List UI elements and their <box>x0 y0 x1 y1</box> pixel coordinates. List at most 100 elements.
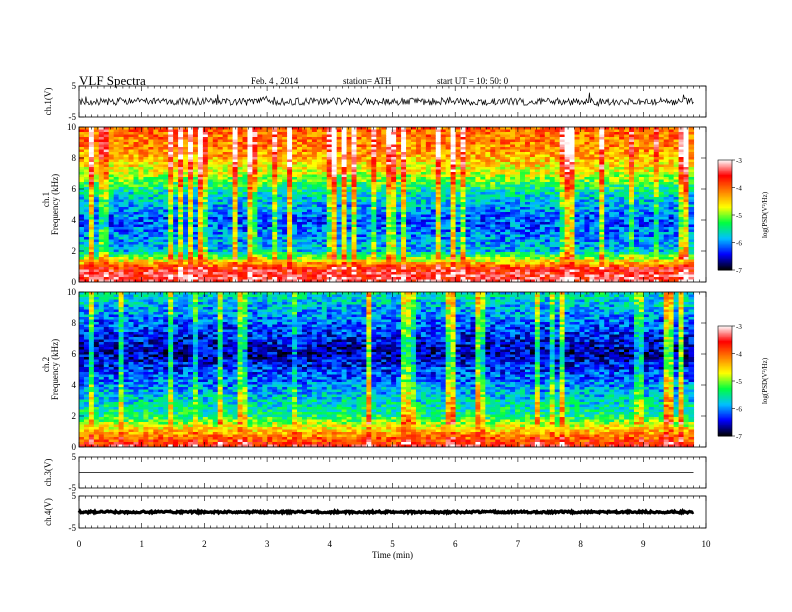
spectrogram-cell <box>277 237 283 241</box>
spectrogram-cell <box>356 169 363 173</box>
spectrogram-cell <box>465 207 472 211</box>
spectrogram-cell <box>163 269 169 273</box>
spectrogram-cell <box>173 242 179 246</box>
spectrogram-cell <box>168 247 174 251</box>
spectrogram-cell <box>356 269 363 273</box>
spectrogram-cell <box>435 167 442 171</box>
spectrogram-cell <box>361 132 368 136</box>
spectrogram-cell <box>83 272 90 276</box>
spectrogram-cell <box>381 187 387 191</box>
spectrogram-cell <box>391 227 397 231</box>
spectrogram-cell <box>301 199 308 203</box>
spectrogram-cell <box>188 134 194 138</box>
spectrogram-cell <box>222 134 229 138</box>
spectrogram-cell <box>133 182 140 186</box>
spectrogram-cell <box>406 184 412 188</box>
spectrogram-cell <box>262 254 268 258</box>
spectrogram-cell <box>470 192 477 196</box>
spectrogram-cell <box>415 167 422 171</box>
spectrogram-cell <box>197 212 204 216</box>
spectrogram-cell <box>351 272 358 276</box>
spectrogram-cell <box>346 227 353 231</box>
spectrogram-cell <box>277 157 283 161</box>
spectrogram-cell <box>217 207 224 211</box>
spectrogram-cell <box>450 182 457 186</box>
spectrogram-cell <box>396 182 402 186</box>
spectrogram-cell <box>386 224 392 228</box>
spectrogram-cell <box>158 234 164 238</box>
spectrogram-cell <box>470 179 477 183</box>
spectrogram-cell <box>311 254 318 258</box>
spectrogram-cell <box>217 239 224 243</box>
spectrogram-cell <box>301 242 308 246</box>
spectrogram-cell <box>470 127 477 131</box>
spectrogram-cell <box>227 239 234 243</box>
spectrogram-cell <box>123 174 130 178</box>
spectrogram-cell <box>83 167 90 171</box>
spectrogram-cell <box>133 187 140 191</box>
spectrogram-cell <box>465 164 472 168</box>
spectrogram-cell <box>346 219 353 223</box>
spectrogram-cell <box>207 244 214 248</box>
spectrogram-cell <box>297 174 303 178</box>
spectrogram-cell <box>148 152 154 156</box>
spectrogram-cell <box>173 237 179 241</box>
spectrogram-cell <box>336 189 343 193</box>
spectrogram-cell <box>376 172 382 176</box>
spectrogram-cell <box>212 257 219 261</box>
spectrogram-cell <box>311 144 318 148</box>
spectrogram-cell <box>292 192 298 196</box>
spectrogram-cell <box>133 157 140 161</box>
spectrogram-cell <box>301 239 308 243</box>
spectrogram-cell <box>401 184 407 188</box>
spectrogram-cell <box>460 279 467 282</box>
spectrogram-cell <box>108 257 115 261</box>
spectrogram-cell <box>331 169 338 173</box>
spectrogram-cell <box>371 222 377 226</box>
spectrogram-cell <box>386 217 392 221</box>
spectrogram-cell <box>123 197 130 201</box>
spectrogram-cell <box>222 187 229 191</box>
spectrogram-cell <box>252 197 258 201</box>
spectrogram-cell <box>465 172 472 176</box>
spectrogram-cell <box>183 187 189 191</box>
spectrogram-cell <box>386 134 392 138</box>
spectrogram-cell <box>257 214 263 218</box>
spectrogram-cell <box>118 167 125 171</box>
spectrogram-cell <box>143 257 149 261</box>
spectrogram-cell <box>341 242 348 246</box>
spectrogram-cell <box>247 219 254 223</box>
spectrogram-cell <box>98 162 105 166</box>
spectrogram-cell <box>83 232 90 236</box>
spectrogram-cell <box>227 174 234 178</box>
spectrogram-cell <box>460 264 467 268</box>
spectrogram-cell <box>386 152 392 156</box>
spectrogram-cell <box>188 259 194 263</box>
spectrogram-cell <box>93 222 100 226</box>
spectrogram-cell <box>336 239 343 243</box>
spectrogram-cell <box>138 262 145 266</box>
spectrogram-cell <box>321 199 328 203</box>
spectrogram-cell <box>212 212 219 216</box>
spectrogram-cell <box>108 167 115 171</box>
spectrogram-cell <box>267 164 273 168</box>
spectrogram-cell <box>450 197 457 201</box>
spectrogram-cell <box>267 137 273 141</box>
spectrogram-cell <box>178 197 184 201</box>
spectrogram-cell <box>207 149 214 153</box>
spectrogram-cell <box>98 199 105 203</box>
spectrogram-cell <box>376 217 382 221</box>
spectrogram-cell <box>123 154 130 158</box>
spectrogram-cell <box>465 252 472 256</box>
spectrogram-cell <box>435 162 442 166</box>
spectrogram-cell <box>143 244 149 248</box>
spectrogram-cell <box>475 162 481 166</box>
spectrogram-cell <box>262 154 268 158</box>
spectrogram-cell <box>128 194 135 198</box>
spectrogram-cell <box>197 139 204 143</box>
spectrogram-cell <box>113 204 120 208</box>
spectrogram-cell <box>222 207 229 211</box>
spectrogram-cell <box>138 212 145 216</box>
spectrogram-cell <box>306 167 313 171</box>
